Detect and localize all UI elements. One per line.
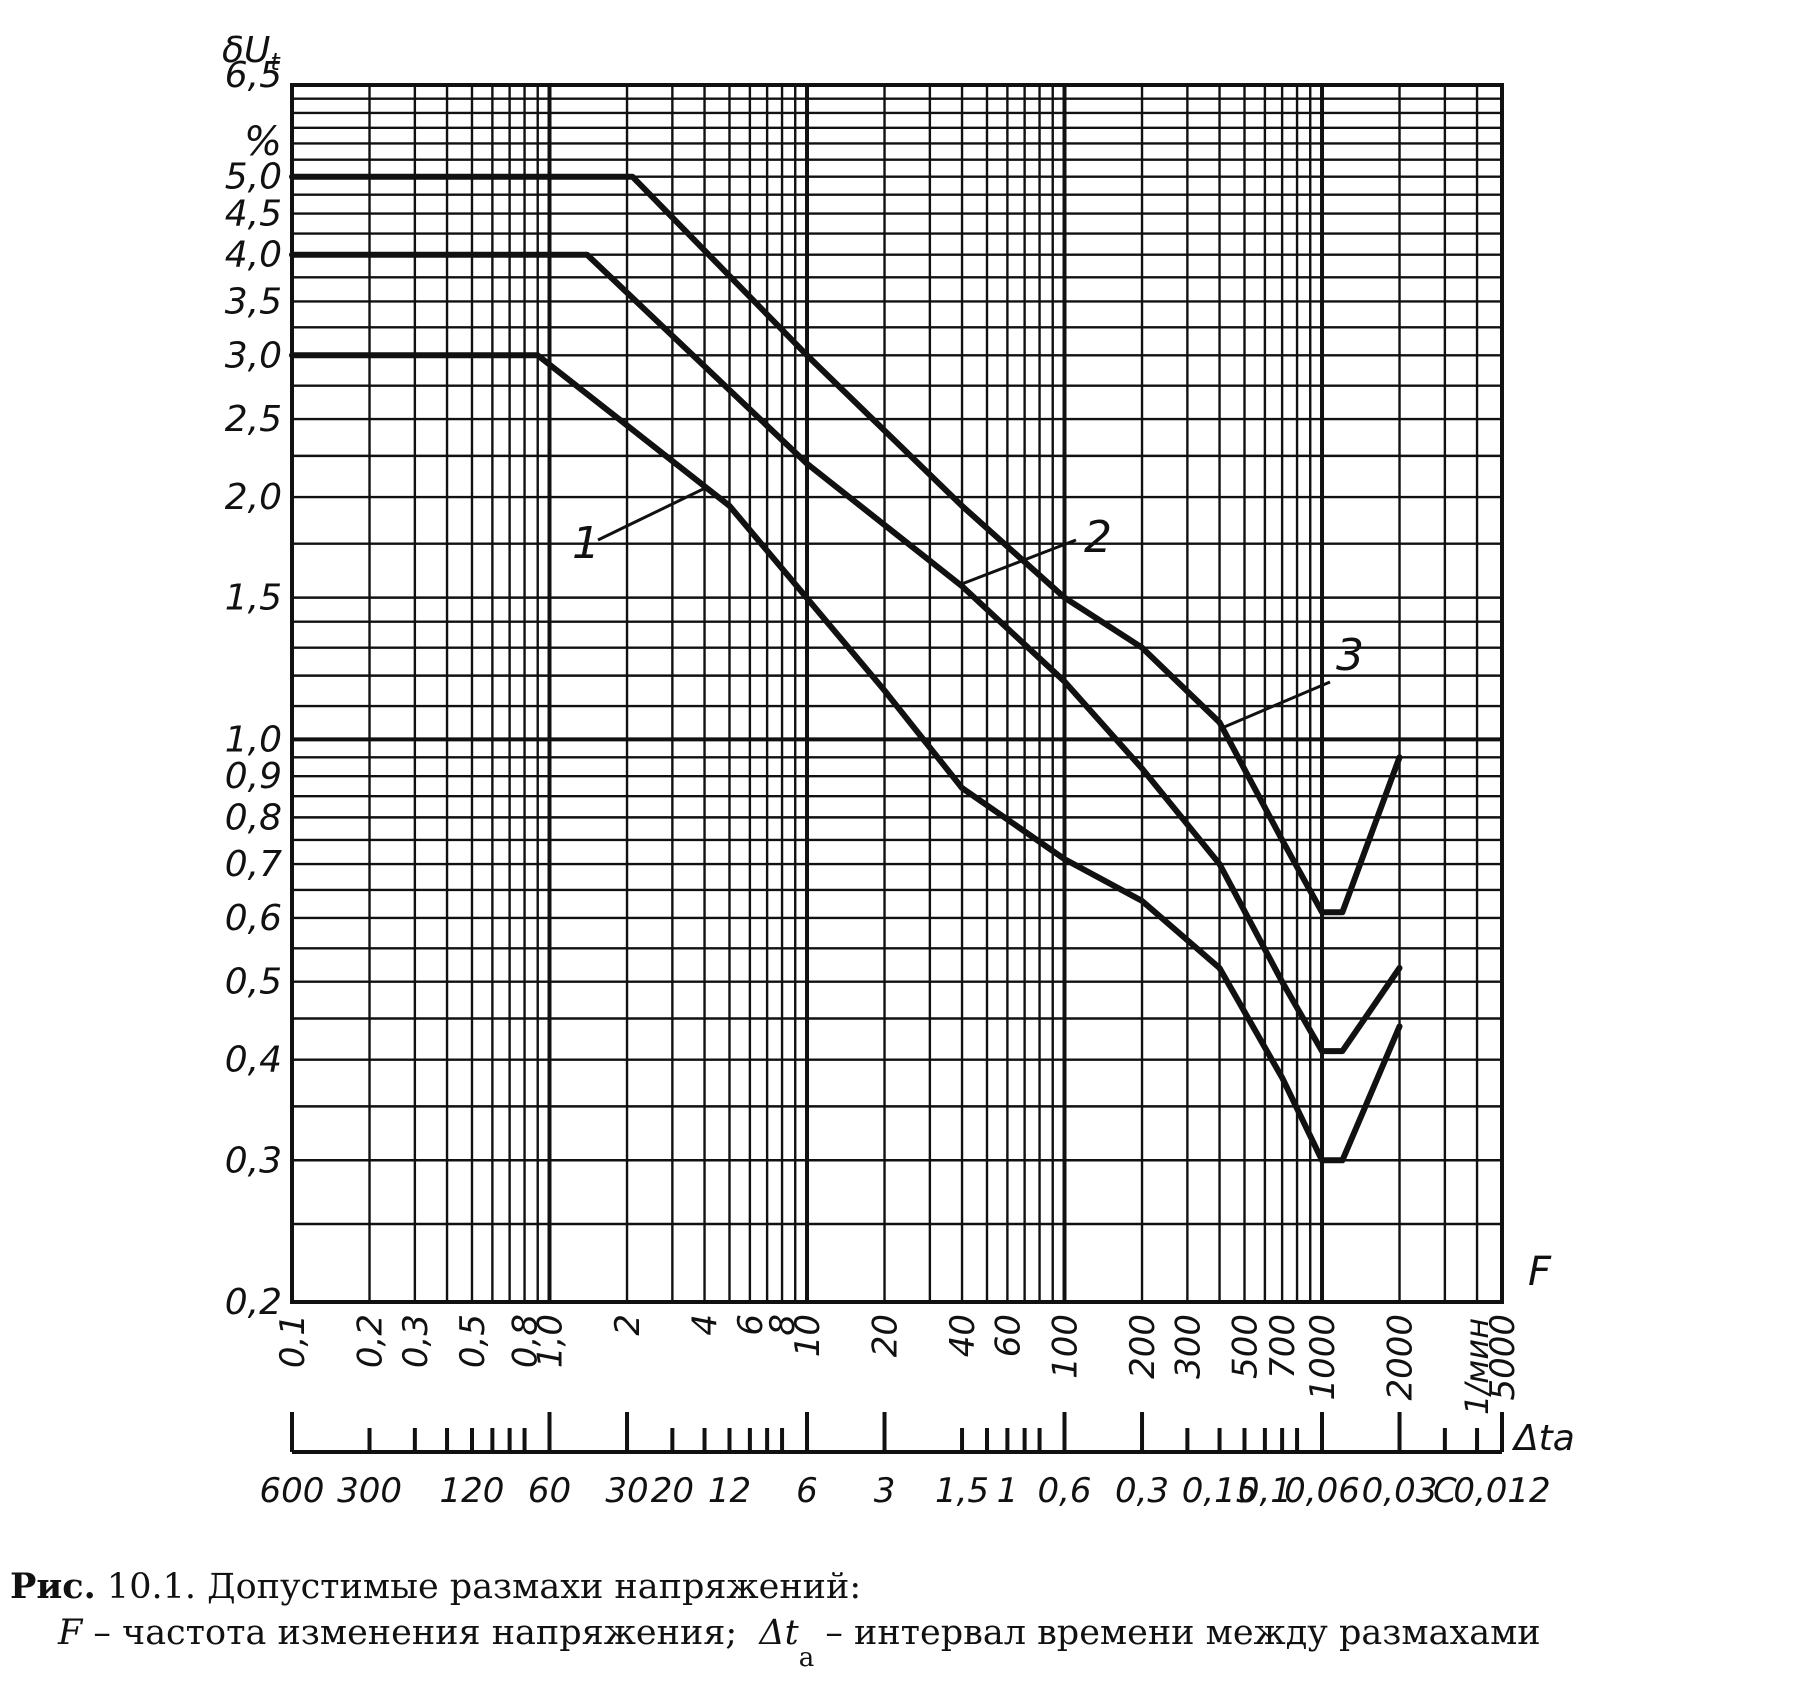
caption-figure-label: Рис. bbox=[10, 1566, 96, 1607]
plot-frame bbox=[290, 83, 1504, 1304]
chart-grid bbox=[292, 85, 1502, 1302]
secondary-axis-tick-label: 0,06 bbox=[1284, 1471, 1360, 1511]
x-tick-label: 0,3 bbox=[396, 1314, 436, 1368]
series-3-line bbox=[289, 173, 1403, 916]
secondary-axis-tick-label: 0,6 bbox=[1037, 1471, 1091, 1511]
secondary-x-axis-label: Δta bbox=[1511, 1418, 1575, 1459]
series-2-label: 2 bbox=[1084, 512, 1112, 563]
series-3-leader-line bbox=[1218, 680, 1331, 731]
caption-title: Допустимые размахи напряжений: bbox=[207, 1567, 862, 1607]
x-tick-label: 10 bbox=[788, 1314, 828, 1357]
figure-caption: Рис. 10.1. Допустимые размахи напряжений… bbox=[10, 1566, 1790, 1673]
x-axis-label: F bbox=[1528, 1249, 1552, 1295]
series-2-line bbox=[289, 251, 1403, 1055]
y-tick-label: 0,3 bbox=[225, 1140, 282, 1181]
secondary-axis-tick-label: 120 bbox=[440, 1471, 505, 1511]
y-tick-label: 6,5 bbox=[225, 55, 282, 96]
secondary-axis-tick-label: 30 bbox=[605, 1471, 648, 1511]
caption-legend-line: F – частота изменения напряжения; Δta – … bbox=[10, 1613, 1790, 1673]
x-tick-label: 1,0 bbox=[531, 1314, 571, 1368]
x-tick-label: 40 bbox=[943, 1314, 983, 1357]
secondary-axis-tick-label: 3 bbox=[874, 1471, 896, 1511]
secondary-axis-tick-label: 1 bbox=[997, 1471, 1019, 1511]
x-tick-label: 4 bbox=[686, 1314, 726, 1336]
y-tick-label: 0,5 bbox=[225, 962, 282, 1003]
series-layer bbox=[289, 173, 1403, 1164]
secondary-axis-tick-label: 300 bbox=[337, 1471, 402, 1511]
x-tick-label: 0,5 bbox=[453, 1314, 493, 1368]
secondary-axis-tick-label: 0,3 bbox=[1115, 1471, 1169, 1511]
secondary-axis-tick-label: 0,03 bbox=[1362, 1471, 1438, 1511]
secondary-axis-tick-label: 12 bbox=[708, 1471, 751, 1511]
y-tick-label: 3,0 bbox=[225, 335, 282, 376]
caption-dt-symbol: Δta bbox=[759, 1613, 815, 1673]
x-tick-label: 60 bbox=[988, 1314, 1028, 1357]
y-tick-label: 5,0 bbox=[225, 157, 282, 198]
series-2-leader-line bbox=[961, 538, 1077, 586]
x-tick-label: 1000 bbox=[1303, 1314, 1343, 1401]
x-tick-label: 6 bbox=[731, 1314, 771, 1336]
y-tick-label: 0,6 bbox=[225, 898, 282, 939]
y-axis-label: δUt bbox=[222, 30, 281, 76]
x-tick-label: 0,8 bbox=[506, 1314, 546, 1368]
y-axis-unit: % bbox=[244, 119, 282, 165]
series-3-label: 3 bbox=[1336, 630, 1364, 681]
y-tick-label: 2,0 bbox=[225, 477, 282, 518]
caption-figure-number: 10.1. bbox=[106, 1567, 196, 1607]
y-tick-label: 1,0 bbox=[225, 719, 282, 760]
x-tick-label: 100 bbox=[1046, 1314, 1086, 1379]
x-tick-label: 8 bbox=[763, 1314, 803, 1336]
y-tick-label: 3,5 bbox=[225, 281, 282, 322]
caption-title-line: Рис. 10.1. Допустимые размахи напряжений… bbox=[10, 1566, 1790, 1607]
caption-dt-description: – интервал времени между размахами bbox=[814, 1613, 1541, 1653]
secondary-axis-tick-label: 600 bbox=[260, 1471, 325, 1511]
secondary-axis-tick-label: 60 bbox=[528, 1471, 571, 1511]
series-1-line bbox=[289, 352, 1403, 1164]
y-tick-label: 0,4 bbox=[225, 1040, 282, 1081]
caption-F-symbol: F bbox=[58, 1613, 83, 1653]
x-tick-label: 2000 bbox=[1381, 1314, 1421, 1401]
y-tick-labels: 6,5 5,04,54,0 3,5 3,0 2,5 2,0 1,5 1,00,90,8 0,7 0… bbox=[225, 55, 282, 1323]
secondary-axis-tick-label: C bbox=[1433, 1471, 1457, 1511]
x-tick-label: 20 bbox=[866, 1314, 906, 1357]
caption-F-description: – частота изменения напряжения; bbox=[82, 1613, 760, 1653]
y-tick-label: 0,8 bbox=[225, 797, 282, 838]
series-1-leader-line bbox=[597, 487, 706, 542]
secondary-axis-tick-label: 0,1 bbox=[1238, 1471, 1292, 1511]
secondary-axis-tick-label: 1,5 bbox=[935, 1471, 989, 1511]
x-tick-label: 200 bbox=[1123, 1314, 1163, 1379]
secondary-axis-tick-label: 0,15 bbox=[1182, 1471, 1258, 1511]
y-tick-label: 1,5 bbox=[225, 578, 282, 619]
series-labels: 1 2 3 bbox=[572, 487, 1364, 731]
y-tick-label: 0,2 bbox=[225, 1282, 282, 1323]
series-1-label: 1 bbox=[572, 518, 600, 569]
y-tick-label: 4,0 bbox=[225, 235, 282, 276]
x-tick-label: 300 bbox=[1168, 1314, 1208, 1379]
secondary-axis-tick-label: 20 bbox=[651, 1471, 694, 1511]
y-tick-label: 2,5 bbox=[225, 399, 282, 440]
x-tick-label: 5000 bbox=[1483, 1314, 1523, 1401]
x-tick-label: 0,2 bbox=[351, 1314, 391, 1368]
y-tick-label: 4,5 bbox=[225, 194, 282, 235]
x-axis-unit: 1/мин bbox=[1458, 1318, 1496, 1415]
x-tick-label: 0,1 bbox=[273, 1314, 313, 1368]
secondary-axis-tick-label: 6 bbox=[796, 1471, 818, 1511]
x-tick-label: 500 bbox=[1225, 1314, 1265, 1379]
secondary-axis-tick-label: 0,012 bbox=[1453, 1471, 1550, 1511]
x-tick-label: 2 bbox=[608, 1314, 648, 1336]
secondary-x-axis: 600 300 120 60 30 20 12 6 3 1,5 1 0,6 0,3 0,150,10,06… bbox=[260, 1412, 1551, 1511]
y-tick-label: 0,9 bbox=[225, 756, 282, 797]
y-tick-label: 0,7 bbox=[225, 844, 282, 885]
x-tick-label: 700 bbox=[1263, 1314, 1303, 1379]
